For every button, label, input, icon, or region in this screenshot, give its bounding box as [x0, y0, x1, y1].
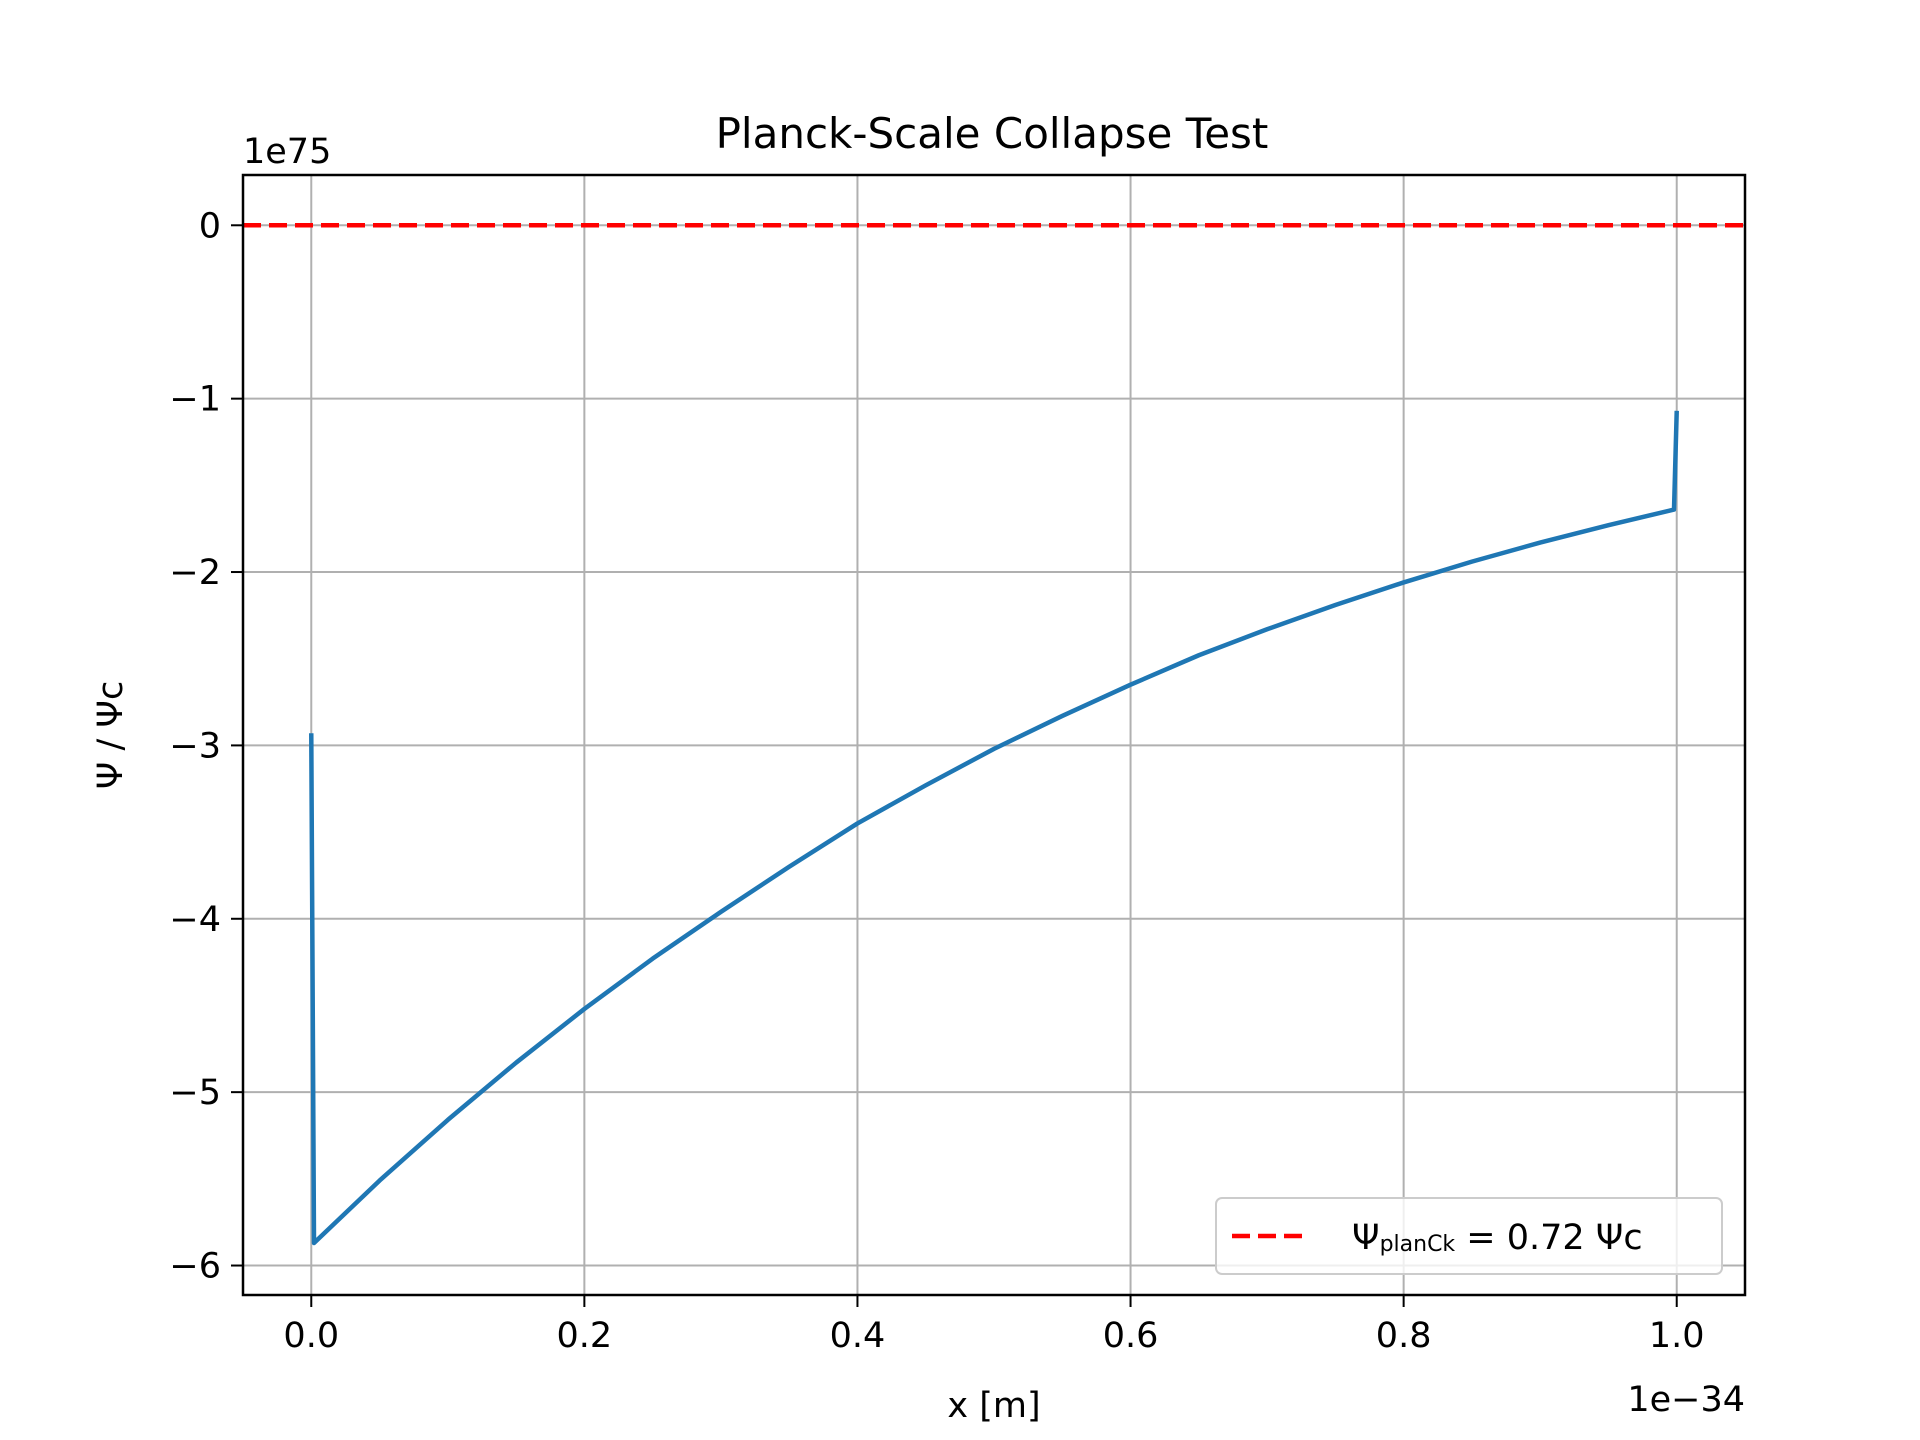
psi-curve [309, 410, 1679, 1246]
y-tick-label: −6 [169, 1247, 221, 1287]
axis-ticks: 0.0 0.2 0.4 0.6 0.8 1.0 0 −1 −2 −3 −4 −5 −6 [169, 206, 1704, 1356]
y-tick-label: −3 [169, 726, 221, 766]
x-tick-label: 0.2 [557, 1316, 613, 1356]
chart-title: Planck-Scale Collapse Test [716, 109, 1269, 158]
x-tick-label: 0.8 [1376, 1316, 1432, 1356]
legend-label-threshold: ΨplanCk = 0.72 Ψc [1352, 1218, 1643, 1258]
series-layer [243, 223, 1745, 1246]
x-tick-label: 0.4 [830, 1316, 886, 1356]
y-tick-label: −5 [169, 1073, 221, 1113]
y-tick-label: −4 [169, 900, 221, 940]
legend-label-rest: = 0.72 Ψc [1455, 1218, 1642, 1258]
x-offset-label: 1e−34 [1627, 1380, 1745, 1420]
grid-lines [243, 175, 1745, 1295]
x-tick-label: 0.0 [283, 1316, 339, 1356]
y-tick-label: −1 [169, 380, 221, 420]
legend-label-sub: planCk [1380, 1232, 1456, 1257]
x-axis-label: x [m] [947, 1386, 1040, 1426]
x-tick-label: 0.6 [1103, 1316, 1159, 1356]
y-tick-label: 0 [199, 206, 221, 246]
legend-label-main: Ψ [1352, 1218, 1380, 1258]
y-offset-label: 1e75 [243, 132, 331, 172]
y-tick-label: −2 [169, 553, 221, 593]
x-tick-label: 1.0 [1649, 1316, 1705, 1356]
y-axis-label: Ψ / Ψc [91, 681, 131, 789]
plot-frame [241, 173, 1747, 1297]
legend-box [1215, 1197, 1723, 1275]
legend: ΨplanCk = 0.72 Ψc [1215, 1197, 1723, 1275]
